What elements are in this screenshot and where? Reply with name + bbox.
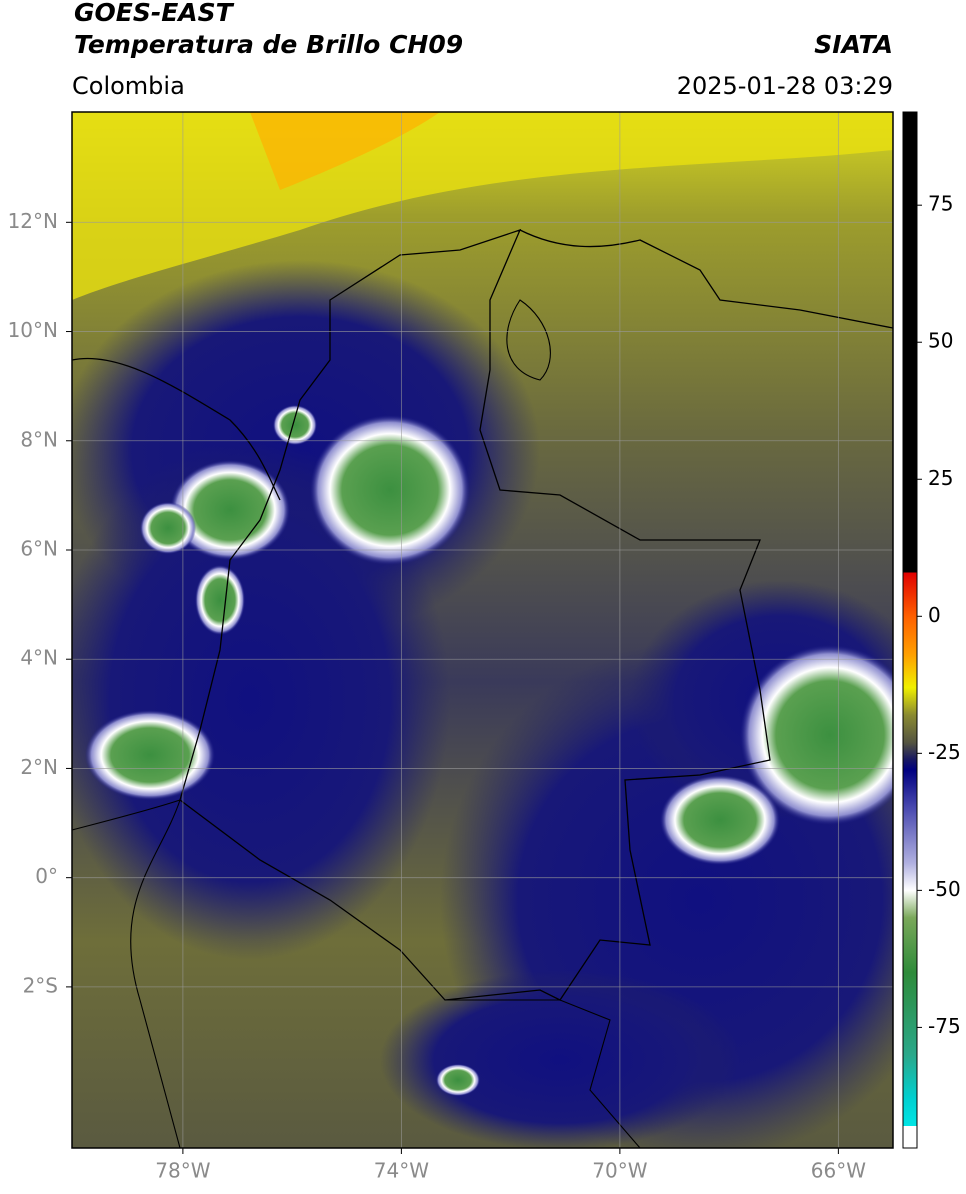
country-border	[445, 999, 641, 1148]
datetime: 2025-01-28 03:29	[677, 72, 893, 100]
convective-cell	[436, 1064, 480, 1096]
colorbar-tick-label: 50	[928, 329, 953, 353]
coastline	[519, 229, 893, 329]
convective-cell	[660, 775, 780, 865]
lake	[506, 299, 551, 381]
colorbar-tick-label: 25	[928, 466, 953, 490]
cold-area	[72, 440, 450, 960]
y-tick-label: 2°N	[20, 755, 58, 779]
colorbar-tick-label: -50	[928, 877, 961, 901]
convective-cell	[85, 710, 215, 800]
convective-cell	[273, 405, 317, 445]
colorbar-tick-label: 0	[928, 603, 941, 627]
y-tick-label: 12°N	[8, 209, 58, 233]
convective-cell	[195, 565, 245, 635]
country-border	[72, 799, 181, 1148]
warm-core	[250, 112, 440, 190]
satellite-image	[72, 112, 893, 1148]
subtitle: Temperatura de Brillo CH09	[74, 30, 463, 59]
convective-cell	[740, 645, 893, 825]
convective-cell	[170, 460, 290, 560]
graticule	[72, 112, 893, 1148]
y-tick-label: 10°N	[8, 318, 58, 342]
y-tick-label: 4°N	[20, 646, 58, 670]
title: GOES-EAST	[74, 0, 235, 27]
y-tick-label: 6°N	[20, 536, 58, 560]
x-tick-label: 70°W	[592, 1159, 647, 1183]
convective-cell	[310, 415, 470, 565]
convective-cell	[140, 502, 196, 554]
colorbar-tick-label: -75	[928, 1014, 961, 1038]
map-frame	[71, 111, 894, 1149]
country-border	[179, 228, 771, 1001]
y-tick-label: 0°	[35, 864, 58, 888]
region: Colombia	[72, 72, 185, 100]
x-tick-label: 74°W	[374, 1159, 429, 1183]
colorbar-tick-label: 75	[928, 192, 953, 216]
y-tick-label: 2°S	[23, 973, 58, 997]
colorbar	[902, 111, 918, 1149]
source: SIATA	[814, 30, 893, 59]
colorbar-tick-label: -25	[928, 740, 961, 764]
y-tick-label: 8°N	[20, 427, 58, 451]
coastline	[72, 357, 281, 501]
x-tick-label: 66°W	[811, 1159, 866, 1183]
x-tick-label: 78°W	[155, 1159, 210, 1183]
cold-area	[380, 970, 740, 1148]
